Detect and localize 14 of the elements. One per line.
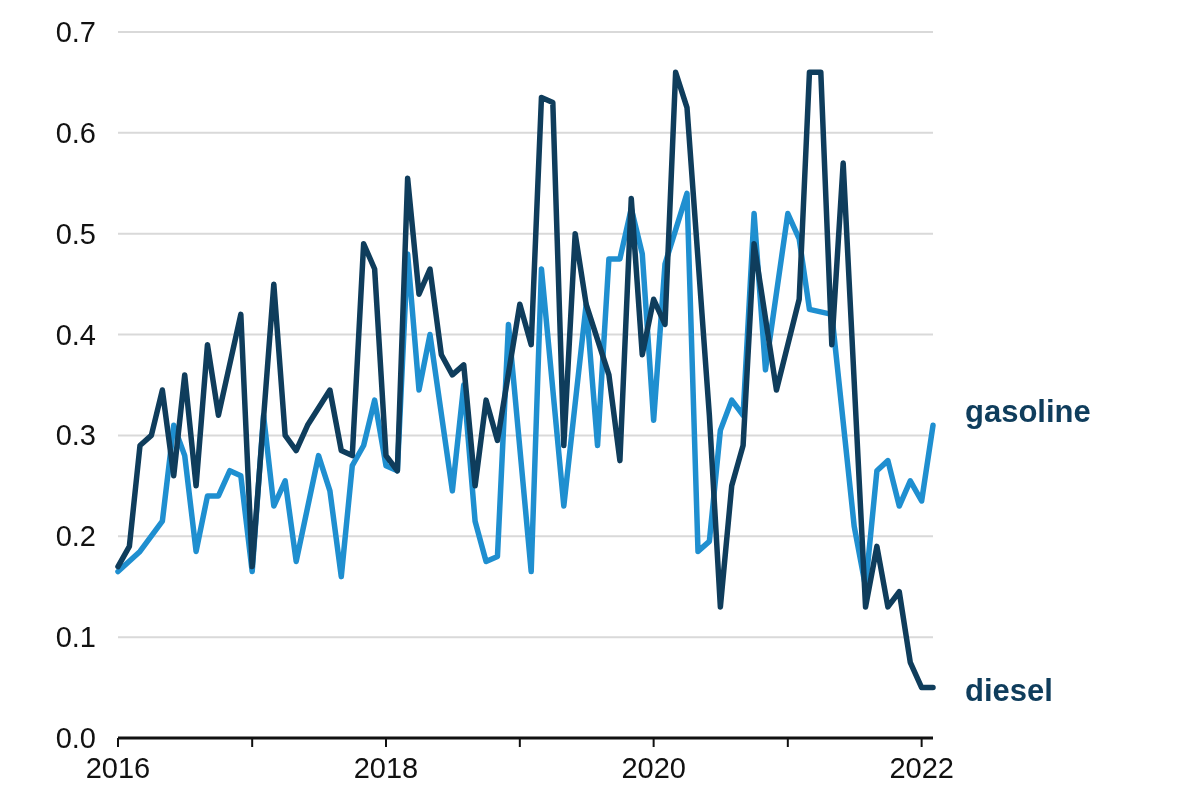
- y-tick-label: 0.2: [55, 520, 96, 553]
- x-tick-label: 2020: [621, 752, 686, 784]
- y-tick-label: 0.3: [55, 419, 96, 452]
- y-tick-label: 0.5: [55, 217, 96, 250]
- x-tick-label: 2018: [353, 752, 419, 784]
- y-tick-label: 0.4: [55, 318, 96, 351]
- y-tick-label: 0.1: [55, 621, 96, 654]
- series-label: diesel: [965, 672, 1053, 708]
- x-tick-label: 2016: [85, 752, 151, 784]
- series-label: gasoline: [965, 394, 1091, 430]
- y-tick-label: 0.6: [55, 116, 96, 149]
- y-tick-label: 0.0: [55, 722, 96, 754]
- y-tick-label: 0.7: [55, 16, 96, 48]
- x-tick-label: 2022: [889, 752, 954, 784]
